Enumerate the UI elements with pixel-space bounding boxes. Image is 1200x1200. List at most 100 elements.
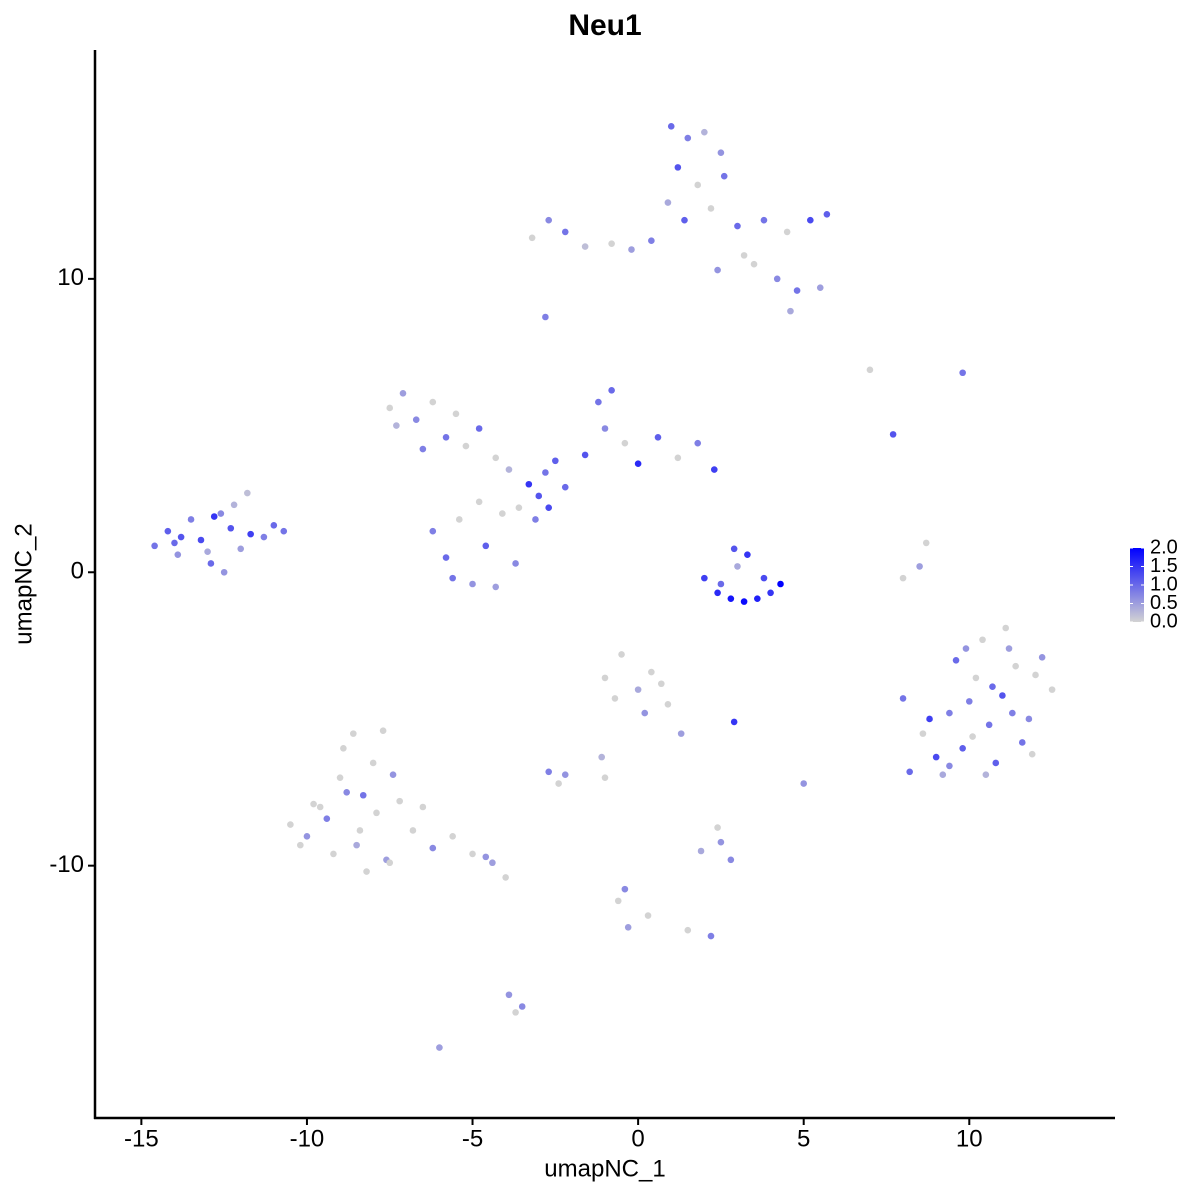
point xyxy=(982,771,990,779)
point xyxy=(462,442,470,450)
point xyxy=(449,574,456,582)
point xyxy=(409,827,417,834)
point xyxy=(542,313,549,321)
point xyxy=(717,149,725,156)
point xyxy=(545,504,553,512)
point xyxy=(396,797,403,805)
point xyxy=(697,847,705,855)
point xyxy=(730,545,738,553)
point xyxy=(707,932,715,940)
point xyxy=(475,425,483,432)
colorbar-label: 1.0 xyxy=(1150,573,1178,595)
points xyxy=(151,122,1056,1051)
point xyxy=(714,824,721,831)
colorbar-label: 0.5 xyxy=(1150,592,1178,614)
point xyxy=(502,874,509,881)
point xyxy=(336,774,344,781)
point xyxy=(1028,750,1036,758)
point xyxy=(310,800,317,808)
point xyxy=(717,838,725,846)
point xyxy=(356,827,364,834)
x-tick-label: -10 xyxy=(290,1125,325,1152)
x-tick-label: -15 xyxy=(124,1125,159,1152)
point xyxy=(816,284,824,291)
point xyxy=(614,897,622,905)
point xyxy=(475,498,483,506)
point xyxy=(164,527,172,535)
point xyxy=(916,563,923,570)
colorbar-label: 1.5 xyxy=(1150,555,1178,577)
point xyxy=(1012,662,1019,670)
point xyxy=(492,583,500,591)
point xyxy=(581,451,589,459)
colorbar-label: 2.0 xyxy=(1150,536,1178,558)
point xyxy=(992,759,1000,767)
point xyxy=(985,721,993,729)
point xyxy=(760,216,768,224)
point xyxy=(369,759,377,767)
y-tick-label: -10 xyxy=(49,851,84,878)
point xyxy=(800,780,808,787)
point xyxy=(505,466,513,473)
point xyxy=(489,859,496,867)
point xyxy=(919,730,927,737)
point xyxy=(740,252,748,259)
x-axis-title: umapNC_1 xyxy=(544,1155,665,1182)
point xyxy=(710,466,718,473)
point xyxy=(601,774,609,781)
point xyxy=(701,128,708,136)
point xyxy=(187,516,195,523)
point xyxy=(330,850,337,858)
point xyxy=(601,425,609,432)
point xyxy=(608,240,615,247)
point xyxy=(482,853,490,861)
point xyxy=(247,530,254,538)
point xyxy=(634,460,642,468)
point xyxy=(979,636,986,644)
point xyxy=(657,680,665,688)
point xyxy=(624,923,632,931)
point xyxy=(727,856,735,864)
point xyxy=(323,815,331,823)
point xyxy=(442,433,450,441)
point xyxy=(518,1003,526,1010)
point xyxy=(899,695,907,702)
point xyxy=(552,457,559,465)
point xyxy=(350,730,357,737)
colorbar-label: 0.0 xyxy=(1150,610,1178,632)
point xyxy=(561,483,569,491)
point xyxy=(922,539,930,547)
point xyxy=(611,695,619,702)
point xyxy=(412,416,420,423)
point xyxy=(393,422,400,429)
point xyxy=(1038,654,1046,661)
point xyxy=(750,260,758,268)
point xyxy=(1032,671,1039,679)
point xyxy=(727,595,735,602)
point xyxy=(969,733,976,740)
point xyxy=(932,753,940,761)
point xyxy=(297,841,304,849)
point xyxy=(906,768,913,776)
point xyxy=(171,539,178,547)
point xyxy=(787,307,794,315)
point xyxy=(648,668,655,676)
point xyxy=(386,859,394,867)
point xyxy=(340,745,347,752)
point xyxy=(767,589,774,597)
point xyxy=(621,439,629,447)
point xyxy=(677,730,685,737)
point xyxy=(634,686,642,693)
point xyxy=(1018,739,1026,746)
point xyxy=(1002,624,1010,632)
point xyxy=(714,589,721,597)
x-tick-label: 10 xyxy=(956,1125,983,1152)
point xyxy=(959,369,966,377)
point xyxy=(962,645,970,652)
point xyxy=(601,674,609,682)
point xyxy=(674,164,682,171)
point xyxy=(270,522,278,529)
point xyxy=(429,527,437,535)
point xyxy=(515,504,523,512)
point xyxy=(989,683,996,690)
